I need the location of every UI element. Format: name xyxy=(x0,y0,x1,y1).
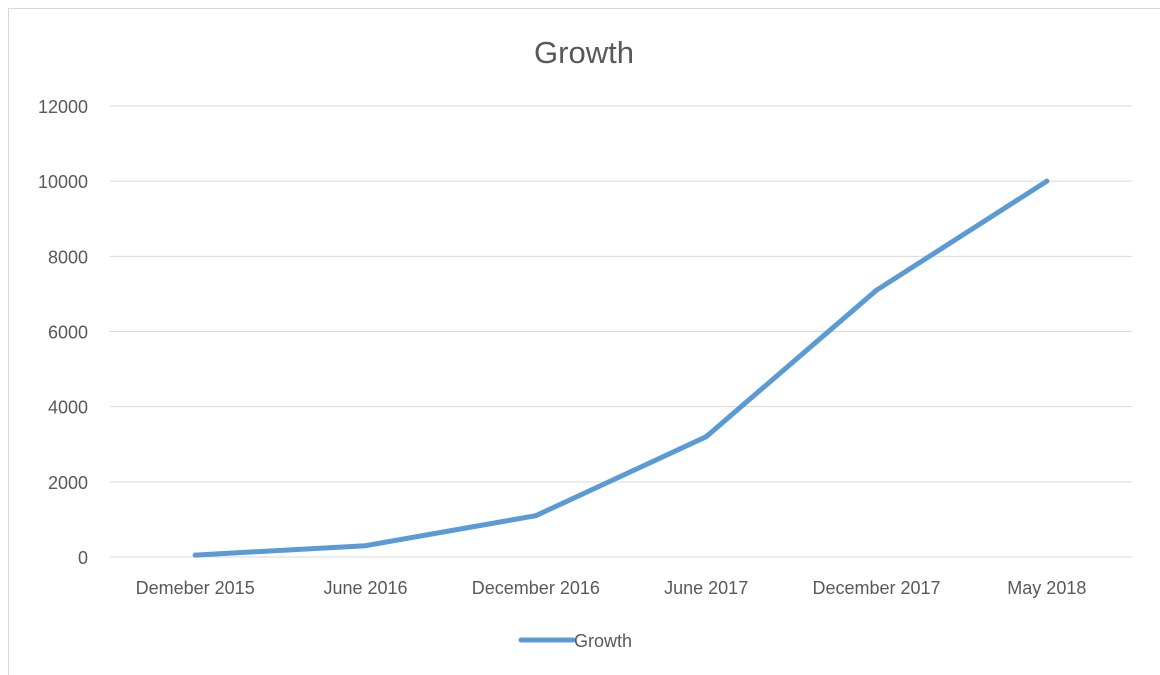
data-point xyxy=(874,287,879,293)
y-tick-label: 2000 xyxy=(48,473,88,493)
chart-title: Growth xyxy=(534,35,634,70)
data-point xyxy=(1044,178,1050,184)
data-point xyxy=(363,543,368,549)
legend: Growth xyxy=(518,631,632,651)
y-tick-label: 4000 xyxy=(48,398,88,418)
data-point xyxy=(533,513,539,519)
y-tick-label: 8000 xyxy=(48,247,88,267)
x-tick-label: May 2018 xyxy=(1007,578,1086,598)
x-tick-label: December 2017 xyxy=(812,578,940,598)
y-axis-ticks: 0 2000 4000 6000 8000 10000 12000 xyxy=(38,97,88,568)
data-point xyxy=(703,434,709,440)
x-tick-label: Demeber 2015 xyxy=(136,578,255,598)
series-line-growth xyxy=(192,178,1050,558)
y-tick-label: 12000 xyxy=(38,97,88,117)
x-tick-label: December 2016 xyxy=(472,578,600,598)
chart-frame xyxy=(8,8,1160,675)
legend-label-growth: Growth xyxy=(574,631,632,651)
y-tick-label: 6000 xyxy=(48,323,88,343)
x-axis-ticks: Demeber 2015 June 2016 December 2016 June 2… xyxy=(136,578,1087,598)
series-layer xyxy=(192,178,1050,558)
x-tick-label: June 2017 xyxy=(664,578,748,598)
data-point xyxy=(192,552,198,558)
y-tick-label: 10000 xyxy=(38,172,88,192)
y-tick-label: 0 xyxy=(78,548,88,568)
x-tick-label: June 2016 xyxy=(323,578,407,598)
gridlines xyxy=(110,105,1132,558)
